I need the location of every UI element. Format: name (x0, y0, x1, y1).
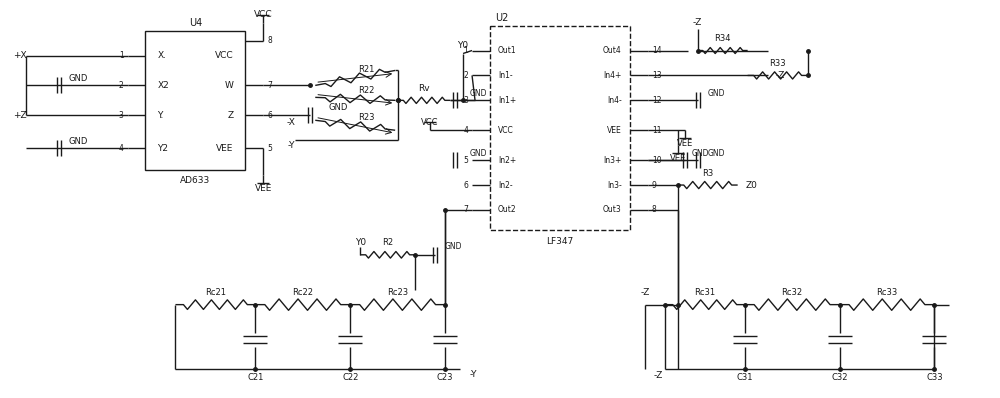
Text: R33: R33 (769, 59, 786, 68)
Text: In3-: In3- (607, 181, 622, 189)
Bar (490, 25, 630, 230)
Text: C22: C22 (342, 373, 358, 382)
Text: C23: C23 (437, 373, 453, 382)
Text: X.: X. (157, 51, 166, 60)
Text: Rc22: Rc22 (292, 288, 313, 297)
Text: GND: GND (708, 149, 725, 158)
Text: -Y: -Y (288, 140, 295, 150)
Text: 7: 7 (463, 205, 468, 215)
Text: Rc31: Rc31 (694, 288, 715, 297)
Text: VEE: VEE (216, 144, 233, 153)
Text: -X: -X (286, 118, 295, 127)
Text: 6: 6 (463, 181, 468, 189)
Text: In1-: In1- (498, 71, 513, 80)
Text: VEE: VEE (677, 139, 693, 148)
Text: Y0: Y0 (355, 238, 366, 247)
Text: W: W (224, 81, 233, 90)
Text: Out4: Out4 (603, 46, 622, 55)
Text: 3: 3 (119, 111, 124, 120)
Text: R23: R23 (358, 113, 375, 122)
Text: VEE: VEE (255, 183, 272, 193)
Text: VCC: VCC (498, 126, 514, 135)
Text: In2+: In2+ (498, 156, 516, 165)
Text: VCC: VCC (215, 51, 233, 60)
Text: Rc33: Rc33 (876, 288, 898, 297)
Text: R3: R3 (702, 169, 713, 178)
Text: 13: 13 (652, 71, 661, 80)
Text: -Z: -Z (640, 288, 649, 297)
Text: GND: GND (69, 137, 88, 146)
Text: Out3: Out3 (603, 205, 622, 215)
Text: 4: 4 (119, 144, 124, 153)
Text: R21: R21 (358, 65, 375, 74)
Text: 1: 1 (119, 51, 124, 60)
Text: In4+: In4+ (603, 71, 622, 80)
Text: X2: X2 (157, 81, 169, 90)
Text: C33: C33 (926, 373, 943, 382)
Text: In1+: In1+ (498, 96, 516, 105)
Text: R2: R2 (382, 238, 393, 247)
Text: 12: 12 (652, 96, 661, 105)
Text: C31: C31 (736, 373, 753, 382)
Text: 2: 2 (463, 71, 468, 80)
Text: VCC: VCC (421, 118, 439, 127)
Text: GND: GND (69, 74, 88, 83)
Text: 11: 11 (652, 126, 661, 135)
Text: 2: 2 (119, 81, 124, 90)
Text: Rc21: Rc21 (205, 288, 226, 297)
Text: U2: U2 (495, 13, 508, 23)
Text: GND: GND (708, 89, 725, 98)
Text: VEE: VEE (607, 126, 622, 135)
Text: In4-: In4- (607, 96, 622, 105)
Text: GND: GND (328, 103, 348, 112)
Text: C32: C32 (831, 373, 848, 382)
Text: +X: +X (13, 51, 26, 60)
Text: GND: GND (470, 89, 488, 98)
Text: VEE: VEE (670, 154, 686, 163)
Text: 5: 5 (267, 144, 272, 153)
Text: -Z: -Z (693, 18, 702, 27)
Text: Y0: Y0 (457, 41, 469, 50)
Text: 6: 6 (267, 111, 272, 120)
Text: AD633: AD633 (180, 176, 211, 185)
Text: 3: 3 (463, 96, 468, 105)
Text: 9: 9 (652, 181, 657, 189)
Text: U4: U4 (189, 18, 202, 27)
Text: C21: C21 (247, 373, 264, 382)
Text: -Z: -Z (776, 71, 785, 80)
Text: Rc23: Rc23 (387, 288, 408, 297)
Text: Out2: Out2 (498, 205, 517, 215)
Text: Out1: Out1 (498, 46, 517, 55)
Text: R34: R34 (714, 34, 731, 43)
Text: 5: 5 (463, 156, 468, 165)
Bar (145, 31, 245, 170)
Text: GND: GND (445, 242, 463, 251)
Text: 10: 10 (652, 156, 661, 165)
Text: R22: R22 (358, 86, 375, 96)
Text: In2-: In2- (498, 181, 513, 189)
Text: Y2: Y2 (157, 144, 168, 153)
Text: Rv: Rv (418, 84, 430, 93)
Text: In3+: In3+ (603, 156, 622, 165)
Text: VCC: VCC (254, 10, 273, 19)
Text: Z0: Z0 (746, 181, 758, 189)
Text: Z: Z (227, 111, 233, 120)
Text: Rc32: Rc32 (782, 288, 803, 297)
Text: 4: 4 (463, 126, 468, 135)
Text: GND: GND (692, 149, 709, 158)
Text: GND: GND (470, 149, 488, 158)
Text: Y.: Y. (157, 111, 164, 120)
Text: -Y: -Y (470, 370, 478, 379)
Text: 1: 1 (463, 46, 468, 55)
Text: 7: 7 (267, 81, 272, 90)
Text: +Z: +Z (13, 111, 26, 120)
Text: 14: 14 (652, 46, 661, 55)
Text: -Z: -Z (653, 371, 663, 380)
Text: 8: 8 (267, 36, 272, 45)
Text: 8: 8 (652, 205, 657, 215)
Text: LF347: LF347 (546, 237, 574, 246)
